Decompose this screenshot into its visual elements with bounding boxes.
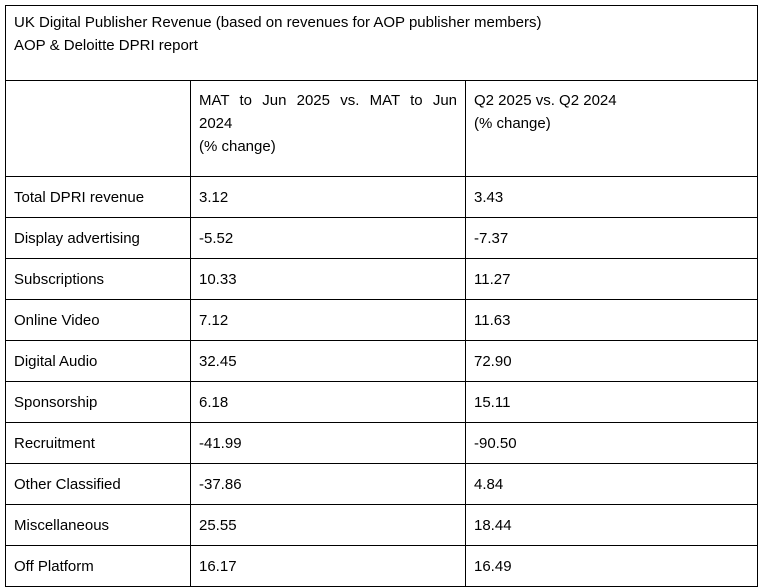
table-row: Digital Audio 32.45 72.90	[5, 340, 758, 382]
table-row: Other Classified -37.86 4.84	[5, 463, 758, 505]
row-q2-value: 15.11	[465, 381, 758, 423]
title-row: UK Digital Publisher Revenue (based on r…	[5, 5, 758, 81]
row-mat-value: -41.99	[190, 422, 466, 464]
row-label: Miscellaneous	[5, 504, 191, 546]
table-row: Recruitment -41.99 -90.50	[5, 422, 758, 464]
row-label: Digital Audio	[5, 340, 191, 382]
table-row: Off Platform 16.17 16.49	[5, 545, 758, 587]
table-row: Online Video 7.12 11.63	[5, 299, 758, 341]
header-empty-cell	[5, 80, 191, 177]
row-mat-value: 3.12	[190, 176, 466, 218]
row-q2-value: -90.50	[465, 422, 758, 464]
table-row: Display advertising -5.52 -7.37	[5, 217, 758, 259]
row-label: Online Video	[5, 299, 191, 341]
row-label: Total DPRI revenue	[5, 176, 191, 218]
row-mat-value: 10.33	[190, 258, 466, 300]
row-label: Off Platform	[5, 545, 191, 587]
row-mat-value: -5.52	[190, 217, 466, 259]
row-mat-value: 6.18	[190, 381, 466, 423]
header-mat-line2: 2024	[199, 115, 233, 132]
header-q2-cell: Q2 2025 vs. Q2 2024 (% change)	[465, 80, 758, 177]
row-q2-value: -7.37	[465, 217, 758, 259]
header-row: MAT to Jun 2025 vs. MAT to Jun 2024 (% c…	[5, 80, 758, 177]
table-subtitle: AOP & Deloitte DPRI report	[14, 37, 198, 54]
row-q2-value: 11.27	[465, 258, 758, 300]
row-mat-value: 16.17	[190, 545, 466, 587]
row-label: Recruitment	[5, 422, 191, 464]
row-label: Display advertising	[5, 217, 191, 259]
row-q2-value: 72.90	[465, 340, 758, 382]
table-row: Sponsorship 6.18 15.11	[5, 381, 758, 423]
row-label: Subscriptions	[5, 258, 191, 300]
table-row: Total DPRI revenue 3.12 3.43	[5, 176, 758, 218]
table-row: Subscriptions 10.33 11.27	[5, 258, 758, 300]
row-q2-value: 4.84	[465, 463, 758, 505]
dpri-revenue-table: UK Digital Publisher Revenue (based on r…	[5, 5, 758, 587]
table-title-cell: UK Digital Publisher Revenue (based on r…	[5, 5, 758, 81]
header-mat-line1: MAT to Jun 2025 vs. MAT to Jun	[199, 92, 457, 109]
header-q2-line2: (% change)	[474, 115, 551, 132]
row-q2-value: 18.44	[465, 504, 758, 546]
row-q2-value: 3.43	[465, 176, 758, 218]
row-mat-value: 25.55	[190, 504, 466, 546]
row-q2-value: 16.49	[465, 545, 758, 587]
row-label: Other Classified	[5, 463, 191, 505]
table-title: UK Digital Publisher Revenue (based on r…	[14, 14, 542, 31]
row-mat-value: -37.86	[190, 463, 466, 505]
row-mat-value: 32.45	[190, 340, 466, 382]
header-mat-cell: MAT to Jun 2025 vs. MAT to Jun 2024 (% c…	[190, 80, 466, 177]
table-row: Miscellaneous 25.55 18.44	[5, 504, 758, 546]
row-label: Sponsorship	[5, 381, 191, 423]
row-mat-value: 7.12	[190, 299, 466, 341]
header-q2-line1: Q2 2025 vs. Q2 2024	[474, 92, 617, 109]
row-q2-value: 11.63	[465, 299, 758, 341]
header-mat-line3: (% change)	[199, 138, 276, 155]
